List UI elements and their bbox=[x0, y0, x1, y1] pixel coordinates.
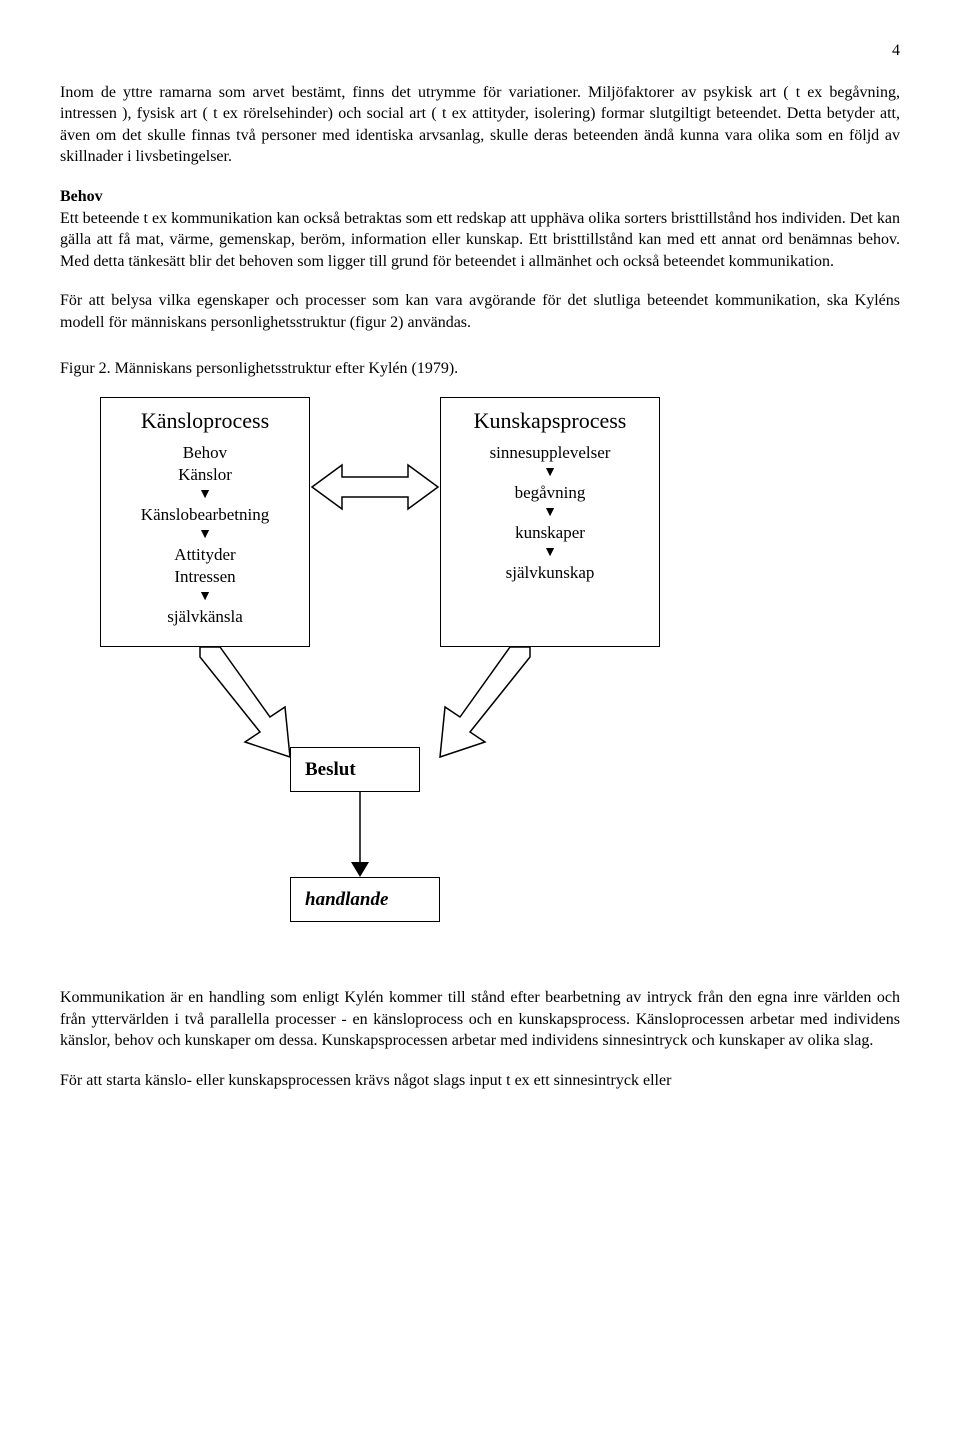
right-item-3: självkunskap bbox=[457, 562, 643, 584]
left-item-1: Känslor bbox=[117, 464, 293, 486]
down-triangle-icon: ▼ bbox=[457, 506, 643, 520]
right-to-beslut-arrow-icon bbox=[420, 647, 540, 757]
kansloprocess-title: Känsloprocess bbox=[117, 406, 293, 436]
left-to-beslut-arrow-icon bbox=[190, 647, 310, 757]
down-triangle-icon: ▼ bbox=[117, 488, 293, 502]
paragraph-1: Inom de yttre ramarna som arvet bestämt,… bbox=[60, 82, 900, 168]
kansloprocess-box: Känsloprocess Behov Känslor ▼ Känslobear… bbox=[100, 397, 310, 647]
right-item-1: begåvning bbox=[457, 482, 643, 504]
paragraph-3: För att belysa vilka egenskaper och proc… bbox=[60, 290, 900, 333]
beslut-label: Beslut bbox=[305, 757, 356, 783]
beslut-to-handlande-arrow-icon bbox=[345, 792, 375, 877]
down-triangle-icon: ▼ bbox=[117, 528, 293, 542]
left-item-5: självkänsla bbox=[117, 606, 293, 628]
down-triangle-icon: ▼ bbox=[457, 546, 643, 560]
kunskapsprocess-title: Kunskapsprocess bbox=[457, 406, 643, 436]
right-item-0: sinnesupplevelser bbox=[457, 442, 643, 464]
left-item-0: Behov bbox=[117, 442, 293, 464]
paragraph-behov: Behov Ett beteende t ex kommunikation ka… bbox=[60, 186, 900, 272]
figure-caption: Figur 2. Människans personlighetsstruktu… bbox=[60, 358, 900, 380]
paragraph-5: För att starta känslo- eller kunskapspro… bbox=[60, 1070, 900, 1092]
left-item-2: Känslobearbetning bbox=[117, 504, 293, 526]
right-item-2: kunskaper bbox=[457, 522, 643, 544]
behov-heading: Behov bbox=[60, 188, 103, 205]
down-triangle-icon: ▼ bbox=[117, 590, 293, 604]
handlande-box: handlande bbox=[290, 877, 440, 922]
down-triangle-icon: ▼ bbox=[457, 466, 643, 480]
paragraph-4: Kommunikation är en handling som enligt … bbox=[60, 987, 900, 1052]
left-item-3: Attityder bbox=[117, 544, 293, 566]
left-item-4: Intressen bbox=[117, 566, 293, 588]
kunskapsprocess-box: Kunskapsprocess sinnesupplevelser ▼ begå… bbox=[440, 397, 660, 647]
double-arrow-icon bbox=[312, 457, 438, 517]
handlande-label: handlande bbox=[305, 887, 388, 913]
paragraph-2-text: Ett beteende t ex kommunikation kan ocks… bbox=[60, 210, 900, 270]
kylen-diagram: Känsloprocess Behov Känslor ▼ Känslobear… bbox=[60, 397, 760, 957]
page-number: 4 bbox=[60, 40, 900, 62]
